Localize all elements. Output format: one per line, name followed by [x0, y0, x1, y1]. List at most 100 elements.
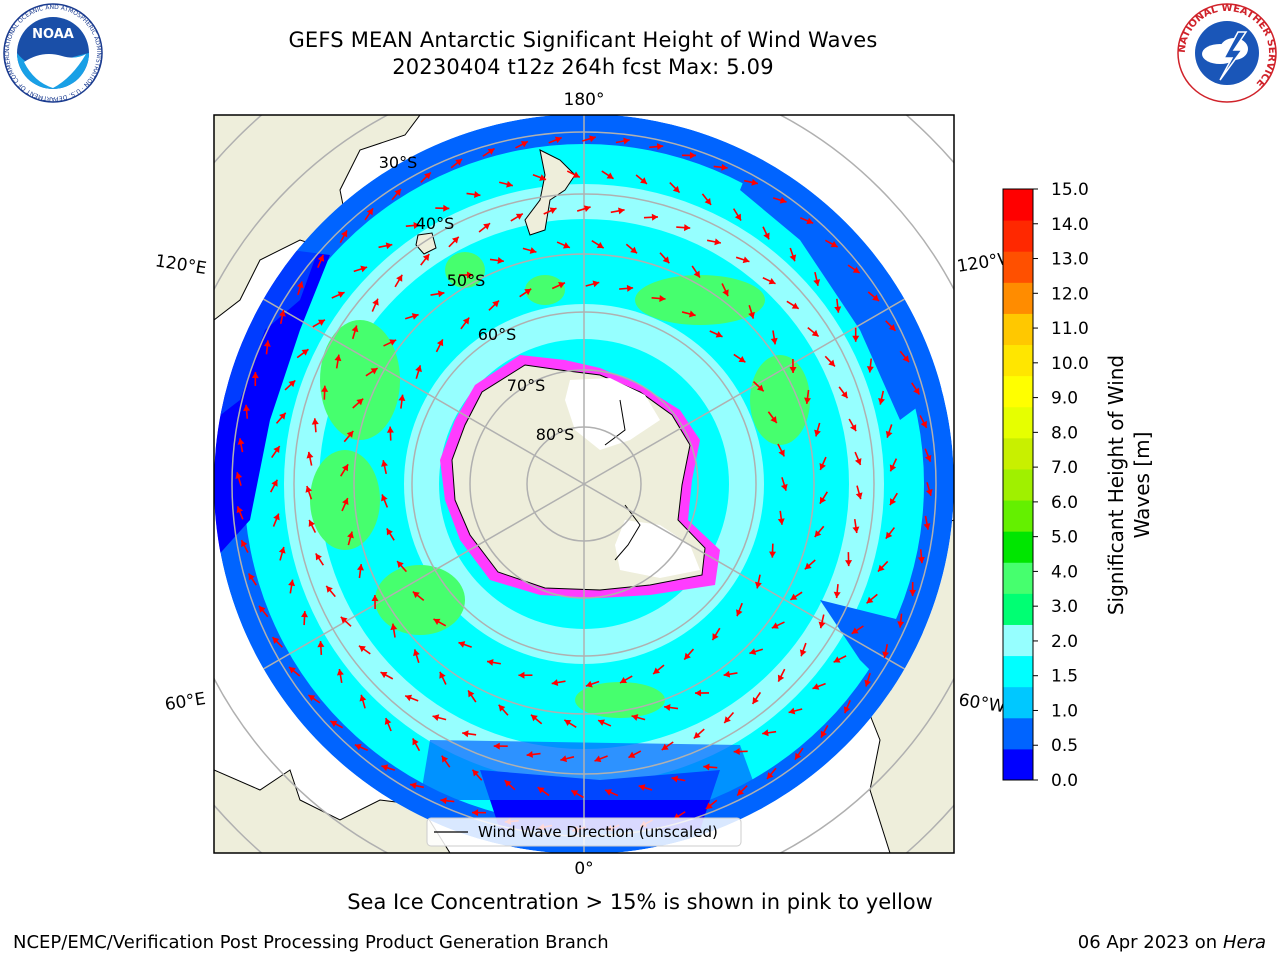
wave-direction-arrow — [307, 694, 321, 704]
wave-direction-arrow — [772, 196, 787, 204]
colorbar-tick-label: 1.5 — [1051, 667, 1078, 687]
colorbar-segment — [1003, 624, 1033, 657]
wave-direction-arrow — [394, 274, 403, 288]
wave-direction-arrow — [430, 290, 445, 298]
wave-direction-arrow — [777, 510, 785, 525]
wave-direction-arrow — [499, 180, 514, 188]
wave-direction-arrow — [236, 506, 244, 520]
colorbar-segment — [1003, 375, 1033, 408]
wave-direction-arrow — [404, 313, 419, 320]
colorbar-segment — [1003, 189, 1033, 221]
wave-direction-arrow — [767, 411, 778, 424]
wave-direction-arrow — [701, 193, 712, 206]
wave-direction-arrow — [625, 243, 638, 254]
wave-direction-arrow — [877, 560, 889, 573]
wave-direction-arrow — [433, 618, 447, 627]
wave-direction-arrow — [754, 574, 762, 589]
wave-patch — [310, 450, 380, 550]
weddell-ice-shelf — [615, 520, 700, 578]
wave-direction-arrow — [744, 178, 759, 186]
wave-direction-arrow — [371, 594, 379, 610]
wave-direction-arrow — [381, 494, 389, 508]
colorbar-segment — [1003, 593, 1033, 625]
wave-direction-arrow — [269, 479, 279, 493]
wave-direction-arrow — [489, 257, 504, 264]
wave-direction-arrow — [296, 281, 304, 296]
wave-direction-arrow — [848, 418, 857, 432]
colorbar-tick-label: 7.0 — [1051, 458, 1078, 478]
wave-direction-arrow — [548, 136, 562, 144]
wave-direction-arrow — [751, 691, 762, 705]
wave-direction-arrow — [721, 283, 729, 297]
ocean-disk — [214, 115, 954, 853]
wave-direction-arrow — [325, 585, 336, 598]
wave-direction-arrow — [458, 271, 474, 279]
wave-direction-arrow — [669, 181, 681, 194]
colorbar-tick-label: 13.0 — [1051, 250, 1089, 270]
wave-direction-arrow — [885, 320, 897, 332]
wave-direction-arrow — [705, 799, 718, 810]
wave-direction-arrow — [458, 641, 472, 648]
wave-direction-arrow — [833, 584, 841, 599]
wave-direction-arrow — [610, 207, 625, 215]
lat-label-50s: 50°S — [447, 271, 486, 290]
wave-direction-arrow — [386, 426, 394, 441]
wave-direction-arrow — [813, 271, 821, 286]
map-frame — [213, 114, 955, 854]
wave-direction-arrow — [671, 775, 686, 783]
colorbar-tick-label: 4.0 — [1051, 562, 1078, 582]
wave-direction-arrow — [786, 300, 800, 310]
wave-patch — [525, 275, 565, 305]
wave-direction-arrow — [770, 330, 778, 345]
wave-direction-arrow — [396, 560, 407, 573]
date-stamp: 06 Apr 2023 on Hera — [1078, 932, 1266, 953]
wave-direction-arrow — [824, 239, 839, 248]
wave-direction-arrow — [278, 546, 286, 561]
colorbar-label-line2: Waves [m] — [1130, 432, 1154, 539]
wave-direction-arrow — [296, 348, 309, 359]
wave-direction-arrow — [799, 642, 807, 657]
graticule — [214, 115, 954, 853]
wave-direction-arrow — [493, 742, 508, 750]
wave-direction-arrow — [383, 339, 397, 347]
wave-direction-arrow — [854, 451, 862, 466]
wave-direction-arrow — [462, 730, 477, 738]
wave-direction-arrow — [780, 477, 788, 491]
colorbar-segment — [1003, 220, 1033, 252]
wave-direction-arrow — [851, 625, 864, 635]
wave-patch — [375, 565, 465, 635]
map-title: GEFS MEAN Antarctic Significant Height o… — [288, 28, 878, 52]
wave-direction-arrow — [597, 719, 612, 727]
wave-direction-arrow — [824, 355, 836, 367]
wave-direction-arrow — [504, 779, 516, 791]
colorbar-tick-label: 8.0 — [1051, 423, 1078, 443]
colorbar-tick-label: 5.0 — [1051, 528, 1078, 548]
lon-label-60w: 60°W — [957, 690, 1007, 717]
colorbar-segment — [1003, 406, 1033, 439]
wave-direction-arrow — [591, 240, 605, 249]
wave-direction-arrow — [381, 764, 396, 772]
wave-direction-arrow — [321, 385, 329, 400]
wave-direction-arrow — [594, 755, 608, 763]
wave-direction-arrow — [789, 358, 797, 374]
colorbar-segment — [1003, 344, 1033, 377]
wave-direction-arrow — [923, 515, 931, 530]
wave-direction-arrow — [582, 135, 596, 143]
colorbar-frame — [1002, 188, 1034, 781]
wave-direction-arrow — [488, 299, 500, 311]
wave-direction-arrow — [885, 424, 893, 438]
wave-direction-arrow — [909, 581, 917, 596]
wave-direction-arrow — [748, 304, 755, 319]
lon-label-60e: 60°E — [163, 689, 207, 715]
wave-direction-arrow — [305, 485, 313, 500]
wave-direction-arrow — [789, 591, 803, 601]
wave-direction-arrow — [532, 174, 547, 181]
wave-direction-arrow — [838, 386, 849, 399]
nws-logo: NATIONAL WEATHER SERVICE — [1177, 3, 1277, 103]
colorbar-tick-label: 15.0 — [1051, 180, 1089, 200]
colorbar: 0.0 0.5 1.0 1.5 2.0 3.0 4.0 5.0 6.0 7.0 8.0 9.0 10.0… — [1002, 180, 1089, 791]
wave-direction-arrow — [812, 682, 826, 690]
wave-direction-arrow — [693, 728, 705, 740]
wave-direction-arrow — [889, 458, 898, 472]
